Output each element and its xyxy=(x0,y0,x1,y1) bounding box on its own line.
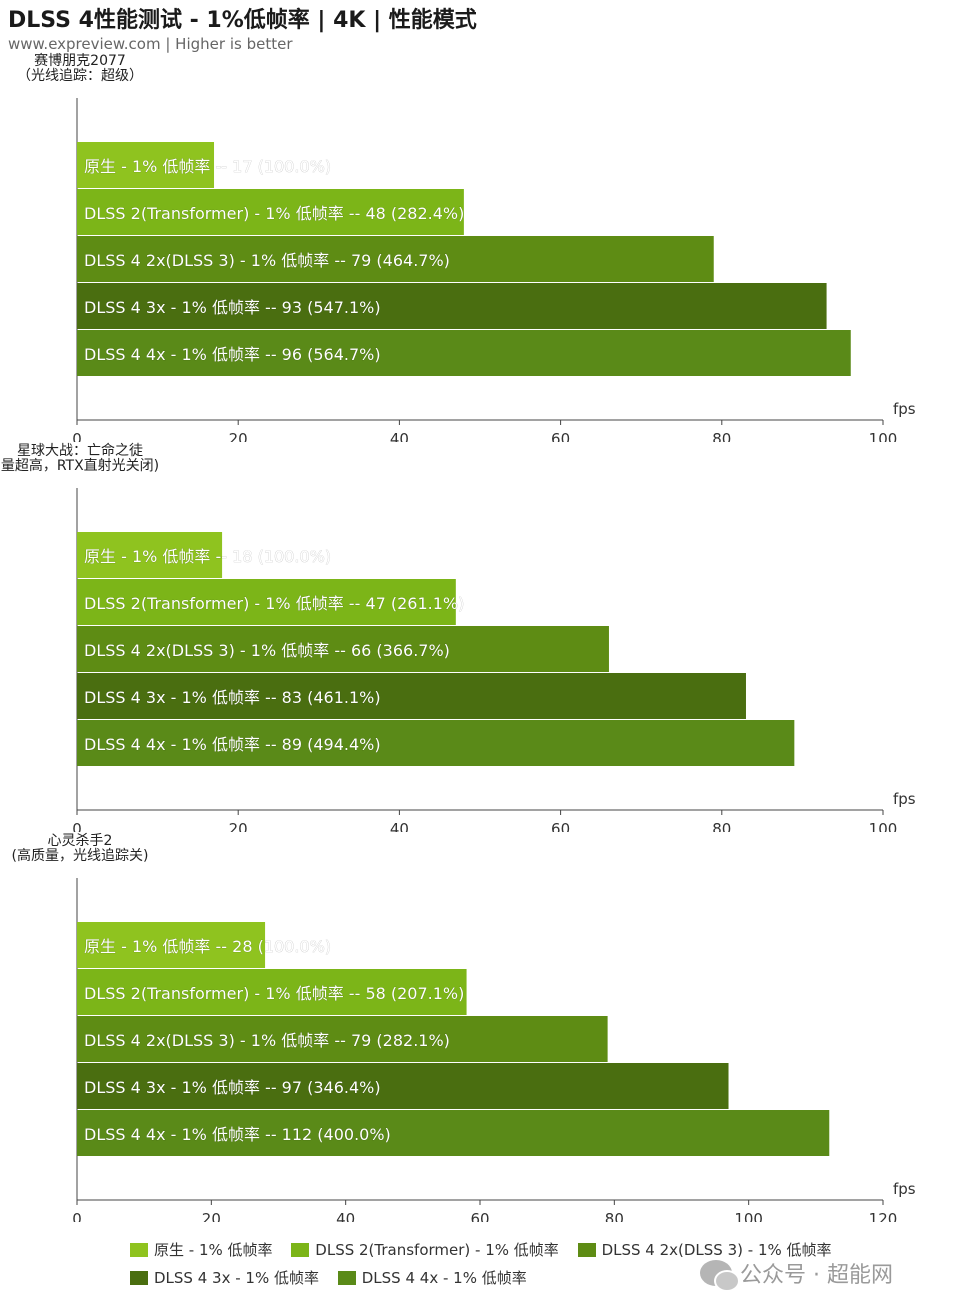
bar xyxy=(77,283,827,329)
bar-value-label: DLSS 4 3x - 1% 低帧率 -- 93 (547.1%) xyxy=(84,298,381,317)
bar xyxy=(77,330,851,376)
legend-label: DLSS 4 3x - 1% 低帧率 xyxy=(154,1269,319,1287)
legend-label: DLSS 2(Transformer) - 1% 低帧率 xyxy=(315,1241,559,1259)
game-label: 赛博朋克2077 （光线追踪：超级） xyxy=(0,54,160,84)
x-tick-label: 40 xyxy=(336,1210,355,1222)
x-tick-label: 60 xyxy=(470,1210,489,1222)
game-title: 赛博朋克2077 xyxy=(34,53,126,69)
bar-value-label: DLSS 4 3x - 1% 低帧率 -- 83 (461.1%) xyxy=(84,688,381,707)
bar-value-label: 原生 - 1% 低帧率 -- 28 (100.0%) xyxy=(84,937,331,956)
x-axis-unit: fps xyxy=(893,400,916,418)
x-tick-label: 20 xyxy=(202,1210,221,1222)
legend-item[interactable]: 原生 - 1% 低帧率 xyxy=(130,1236,273,1264)
bar xyxy=(77,189,464,235)
bar xyxy=(77,142,215,188)
chart-panel-0: 赛博朋克2077 （光线追踪：超级） 0 20 40 60 80 100 fps 原生 - 1… xyxy=(0,52,960,449)
bar-value-label: DLSS 4 3x - 1% 低帧率 -- 97 (346.4%) xyxy=(84,1078,381,1097)
bar-value-label: DLSS 2(Transformer) - 1% 低帧率 -- 58 (207.… xyxy=(84,984,464,1003)
x-tick-label: 80 xyxy=(712,430,731,442)
x-tick-label: 0 xyxy=(72,430,82,442)
legend-swatch xyxy=(130,1243,148,1257)
bar-value-label: 原生 - 1% 低帧率 -- 17 (100.0%) xyxy=(84,157,331,176)
chart-panel-1: 星球大战：亡命之徒 量超高，RTX直射光关闭) 0 20 40 60 80 100 fps 原… xyxy=(0,442,960,839)
x-tick-label: 0 xyxy=(72,1210,82,1222)
watermark-text: 公众号 · 超能网 xyxy=(740,1263,893,1288)
wechat-icon xyxy=(700,1260,740,1292)
bar-chart: 0 20 40 60 80 100 fps 原生 - 1% 低帧率 -- 17 (100.0%… xyxy=(72,98,916,448)
x-axis-unit: fps xyxy=(893,1180,916,1198)
bar-value-label: DLSS 4 2x(DLSS 3) - 1% 低帧率 -- 79 (464.7%… xyxy=(84,251,450,270)
legend-swatch xyxy=(337,1271,356,1285)
legend-item[interactable]: DLSS 4 3x - 1% 低帧率 xyxy=(130,1264,319,1292)
x-tick-label: 20 xyxy=(229,820,248,832)
x-tick-label: 100 xyxy=(734,1210,763,1222)
legend-label: 原生 - 1% 低帧率 xyxy=(154,1241,273,1259)
bar xyxy=(77,1063,729,1109)
bar xyxy=(77,1016,608,1062)
x-tick-label: 100 xyxy=(869,820,898,832)
legend-item[interactable]: DLSS 2(Transformer) - 1% 低帧率 xyxy=(291,1236,559,1264)
bar-chart: 0 20 40 60 80 100 120 fps 原生 - 1% 低帧率 -- 28 (100… xyxy=(72,878,916,1228)
bar-value-label: DLSS 2(Transformer) - 1% 低帧率 -- 48 (282.… xyxy=(84,204,464,223)
bar-chart: 0 20 40 60 80 100 fps 原生 - 1% 低帧率 -- 18 (100.0%… xyxy=(72,488,916,838)
x-tick-label: 120 xyxy=(869,1210,898,1222)
bar xyxy=(77,579,456,625)
chart-title: DLSS 4性能测试 - 1%低帧率 | 4K | 性能模式 xyxy=(8,8,477,33)
game-title: 星球大战：亡命之徒 xyxy=(17,443,143,459)
bar xyxy=(77,532,223,578)
bar xyxy=(77,969,467,1015)
x-tick-label: 100 xyxy=(869,430,898,442)
x-tick-label: 40 xyxy=(390,820,409,832)
game-title: 心灵杀手2 xyxy=(47,833,113,849)
legend-item[interactable]: DLSS 4 4x - 1% 低帧率 xyxy=(337,1264,527,1292)
x-tick-label: 80 xyxy=(712,820,731,832)
x-axis-unit: fps xyxy=(893,790,916,808)
x-tick-label: 20 xyxy=(229,430,248,442)
bar-value-label: DLSS 4 4x - 1% 低帧率 -- 89 (494.4%) xyxy=(84,735,381,754)
bar-value-label: DLSS 4 4x - 1% 低帧率 -- 112 (400.0%) xyxy=(84,1125,391,1144)
legend-label: DLSS 4 4x - 1% 低帧率 xyxy=(361,1269,527,1287)
game-label: 心灵杀手2 (高质量，光线追踪关) xyxy=(0,834,160,864)
bar xyxy=(77,236,714,282)
bar-value-label: DLSS 2(Transformer) - 1% 低帧率 -- 47 (261.… xyxy=(84,594,464,613)
watermark: 公众号 · 超能网 xyxy=(700,1257,893,1292)
bar-value-label: 原生 - 1% 低帧率 -- 18 (100.0%) xyxy=(84,547,331,566)
legend-item[interactable]: DLSS 4 2x(DLSS 3) - 1% 低帧率 xyxy=(577,1236,832,1264)
x-tick-label: 0 xyxy=(72,820,82,832)
bar-value-label: DLSS 4 4x - 1% 低帧率 -- 96 (564.7%) xyxy=(84,345,381,364)
x-tick-label: 60 xyxy=(551,430,570,442)
game-settings: (高质量，光线追踪关) xyxy=(11,848,149,864)
legend: 原生 - 1% 低帧率 DLSS 2(Transformer) - 1% 低帧率… xyxy=(130,1236,850,1292)
x-tick-label: 60 xyxy=(551,820,570,832)
chart-subtitle: www.expreview.com | Higher is better xyxy=(8,35,293,53)
legend-swatch xyxy=(577,1243,596,1257)
legend-swatch xyxy=(130,1271,148,1285)
x-tick-label: 40 xyxy=(390,430,409,442)
chart-panel-2: 心灵杀手2 (高质量，光线追踪关) 0 20 40 60 80 100 120 fps 原生 -… xyxy=(0,832,960,1229)
game-settings: 量超高，RTX直射光关闭) xyxy=(0,458,160,474)
legend-label: DLSS 4 2x(DLSS 3) - 1% 低帧率 xyxy=(601,1241,832,1259)
game-label: 星球大战：亡命之徒 量超高，RTX直射光关闭) xyxy=(0,444,160,474)
bar-value-label: DLSS 4 2x(DLSS 3) - 1% 低帧率 -- 79 (282.1%… xyxy=(84,1031,450,1050)
bar xyxy=(77,1110,830,1156)
bar xyxy=(77,673,746,719)
bar xyxy=(77,720,795,766)
game-settings: （光线追踪：超级） xyxy=(17,68,143,84)
bar-value-label: DLSS 4 2x(DLSS 3) - 1% 低帧率 -- 66 (366.7%… xyxy=(84,641,450,660)
bar xyxy=(77,922,266,968)
x-tick-label: 80 xyxy=(605,1210,624,1222)
bar xyxy=(77,626,609,672)
legend-swatch xyxy=(291,1243,310,1257)
